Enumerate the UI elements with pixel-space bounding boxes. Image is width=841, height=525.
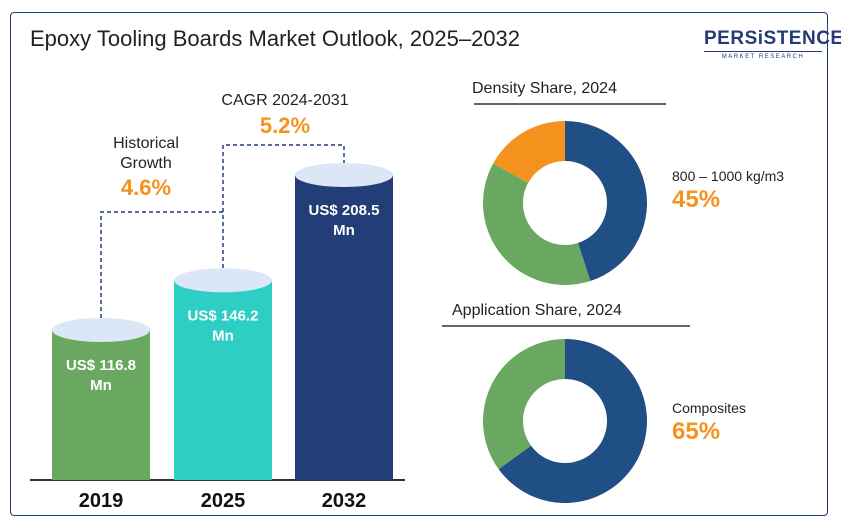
density-donut-slice-1 [482,163,591,285]
logo-main-text: PERSiSTENCE [704,28,841,52]
bar-value-label-2025: US$ 146.2 [188,307,259,324]
cagr-connector [222,144,345,212]
bar-2019 [52,330,150,480]
density-share-title: Density Share, 2024 [472,80,617,97]
chart-title: Epoxy Tooling Boards Market Outlook, 202… [30,26,521,51]
density-highlight-value: 45% [672,186,721,213]
chart-frame [10,12,828,516]
application-donut-slice-0 [498,339,647,503]
logo-sub-text: MARKET RESEARCH [721,54,805,60]
bar-top-2032 [295,163,393,187]
bar-2032 [295,175,393,480]
x-tick-label-2032: 2032 [322,490,367,512]
bar-top-2025 [174,268,272,293]
density-donut-slice-0 [565,121,647,281]
bar-top-2019 [52,318,150,342]
company-logo: PERSiSTENCE MARKET RESEARCH [704,28,841,68]
bar-value-label-2032: US$ 208.5 [309,202,380,219]
historical-growth-connector [100,211,224,318]
historical-growth-label: Historical [113,135,179,152]
bar-value-unit-2019: Mn [90,377,112,394]
bar-value-unit-2032: Mn [333,222,355,239]
x-tick-label-2019: 2019 [79,490,124,512]
x-tick-label-2025: 2025 [201,490,246,512]
application-share-title: Application Share, 2024 [452,302,622,319]
bar-value-unit-2025: Mn [212,327,234,344]
cagr-value: 5.2% [260,113,310,138]
density-donut-slice-2 [493,121,565,183]
bar-2025 [174,280,272,480]
bar-value-label-2019: US$ 116.8 [66,357,136,374]
density-highlight-label: 800 – 1000 kg/m3 [672,168,785,184]
historical-growth-value: 4.6% [121,175,171,200]
application-highlight-value: 65% [672,418,721,445]
historical-growth-label-2: Growth [120,155,172,172]
cagr-label: CAGR 2024-2031 [221,92,348,109]
application-highlight-label: Composites [672,400,746,416]
application-donut-slice-1 [482,339,565,470]
